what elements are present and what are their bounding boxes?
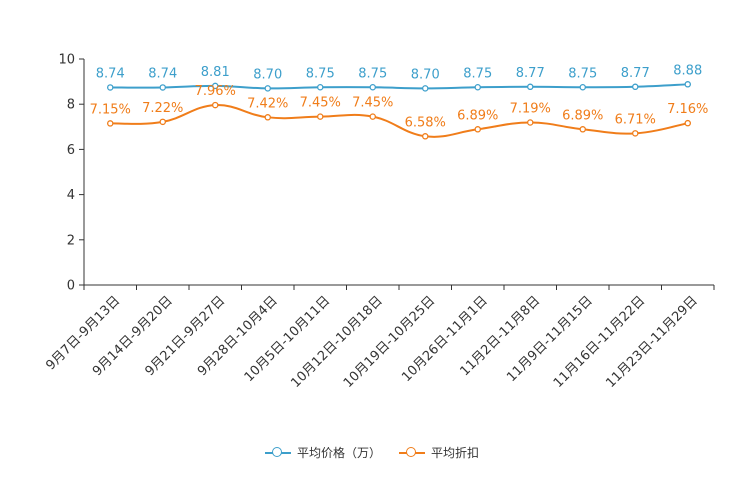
series-1-point bbox=[369, 113, 376, 120]
series-1-point bbox=[579, 126, 587, 133]
series-0-data-label: 8.74 bbox=[96, 66, 125, 81]
series-0-point bbox=[421, 85, 429, 92]
series-1-point bbox=[211, 101, 219, 109]
series-1-data-label: 6.58% bbox=[405, 115, 446, 130]
chart-legend: 平均价格（万） 平均折扣 bbox=[0, 444, 744, 461]
series-1-point bbox=[316, 113, 324, 120]
series-1-data-label: 6.89% bbox=[457, 108, 498, 123]
x-tick-label: 10月19日-10月25日 bbox=[341, 293, 438, 390]
series-1-data-label: 7.19% bbox=[510, 102, 551, 117]
legend-discount-marker-icon bbox=[399, 446, 425, 460]
legend-price-label: 平均价格（万） bbox=[296, 446, 381, 460]
series-1-data-label: 6.71% bbox=[615, 112, 656, 127]
y-tick-label: 0 bbox=[67, 279, 75, 294]
series-0-point bbox=[369, 84, 376, 91]
legend-item-discount[interactable]: 平均折扣 bbox=[399, 444, 479, 461]
series-0-data-label: 8.75 bbox=[463, 66, 492, 81]
series-0-data-label: 8.81 bbox=[201, 65, 230, 80]
series-0-data-label: 8.88 bbox=[673, 63, 702, 78]
series-1-point bbox=[474, 126, 481, 133]
series-1-point bbox=[421, 133, 429, 140]
series-1-data-label: 7.15% bbox=[90, 102, 131, 117]
series-0-point bbox=[632, 83, 639, 91]
series-1-point bbox=[107, 120, 114, 127]
series-1-point bbox=[632, 130, 639, 137]
y-tick-label: 2 bbox=[67, 233, 75, 248]
series-0-point bbox=[527, 83, 534, 91]
x-tick-label: 11月23日-11月29日 bbox=[603, 293, 700, 390]
series-0-point bbox=[159, 84, 166, 91]
series-1-point bbox=[527, 119, 534, 126]
series-0-data-label: 8.74 bbox=[148, 66, 177, 81]
series-0-data-label: 8.70 bbox=[253, 67, 282, 82]
series-line-0 bbox=[110, 83, 688, 90]
series-0-point bbox=[264, 85, 271, 92]
x-tick-label: 10月12日-10月18日 bbox=[288, 293, 385, 390]
series-0-data-label: 8.75 bbox=[306, 66, 335, 81]
series-1-data-label: 7.96% bbox=[195, 84, 236, 99]
series-1-data-label: 7.42% bbox=[247, 96, 288, 111]
series-0-data-label: 8.77 bbox=[621, 66, 650, 81]
series-0-data-label: 8.75 bbox=[358, 66, 387, 81]
legend-discount-label: 平均折扣 bbox=[431, 446, 480, 460]
series-0-point bbox=[316, 84, 324, 91]
series-0-point bbox=[107, 84, 114, 91]
y-tick-label: 6 bbox=[67, 143, 75, 158]
y-tick-label: 4 bbox=[67, 188, 75, 203]
legend-price-dot bbox=[271, 446, 282, 457]
legend-item-price[interactable]: 平均价格（万） bbox=[264, 444, 381, 461]
series-0-point bbox=[211, 82, 219, 90]
series-0-data-label: 8.77 bbox=[516, 66, 545, 81]
y-tick-label: 8 bbox=[67, 98, 75, 113]
y-tick-label: 10 bbox=[58, 53, 75, 68]
series-0-point bbox=[579, 84, 587, 91]
x-tick-label: 11月16日-11月22日 bbox=[551, 293, 648, 390]
series-1-data-label: 7.16% bbox=[667, 102, 708, 117]
series-0-data-label: 8.75 bbox=[568, 66, 597, 81]
series-1-data-label: 6.89% bbox=[562, 108, 603, 123]
series-1-point bbox=[264, 114, 271, 121]
series-1-point bbox=[684, 119, 692, 127]
series-1-data-label: 7.22% bbox=[142, 101, 183, 116]
series-0-point bbox=[474, 84, 481, 91]
series-0-data-label: 8.70 bbox=[411, 67, 440, 82]
series-1-point bbox=[159, 118, 166, 126]
series-0-point bbox=[684, 81, 692, 88]
series-line-1 bbox=[110, 104, 688, 138]
legend-price-marker-icon bbox=[264, 446, 291, 460]
series-1-data-label: 7.45% bbox=[352, 96, 393, 111]
series-1-data-label: 7.45% bbox=[300, 96, 341, 111]
legend-discount-dot bbox=[406, 446, 416, 457]
